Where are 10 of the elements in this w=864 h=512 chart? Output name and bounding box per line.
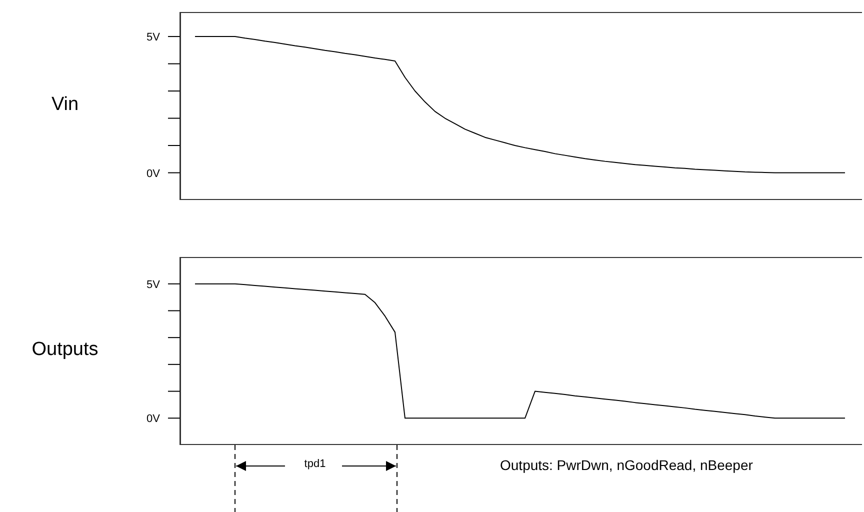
y-tick-label: 0V	[146, 413, 161, 426]
line-series	[194, 283, 846, 419]
line-series	[194, 36, 846, 174]
y-axis-title: Vin	[50, 94, 80, 116]
y-tick-label: 0V	[146, 168, 161, 180]
y-axis-title: Outputs	[30, 339, 100, 361]
y-tick-label: 5V	[146, 278, 161, 291]
text: Outputs: PwrDwn, nGoodRead, nBeeper	[500, 457, 753, 473]
text: tpd1	[303, 458, 327, 470]
y-tick-label: 5V	[146, 32, 161, 44]
